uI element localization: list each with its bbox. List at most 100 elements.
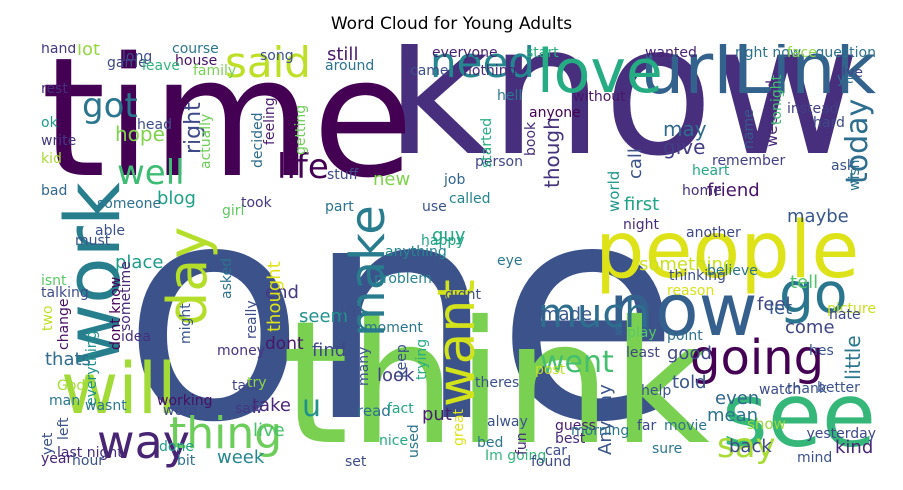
word-came: came [410, 63, 449, 79]
word-place: place [115, 252, 164, 273]
word-able: able [95, 223, 125, 239]
word-must: must [75, 233, 111, 249]
word-head: head [137, 117, 172, 133]
word-kid: kid [41, 151, 62, 167]
word-set: set [345, 454, 367, 469]
word-play: play [627, 325, 657, 341]
word-everything: everything [84, 330, 100, 406]
word-made: made [541, 304, 593, 325]
word-fact: fact [387, 401, 414, 417]
word-little: little [841, 335, 865, 380]
word-though: though [540, 117, 564, 188]
word-know: know [385, 44, 861, 196]
word-ye: ye [837, 71, 854, 87]
word-used: used [406, 423, 422, 458]
word-nice: nice [379, 433, 409, 449]
word-car: car [545, 443, 568, 459]
word-heart: heart [692, 163, 730, 179]
word-yesterday: yesterday [806, 426, 876, 442]
word-urllink: urlLink [640, 44, 876, 110]
word-far: far [637, 418, 657, 434]
word-done: done [159, 439, 194, 455]
word-come: come [785, 317, 835, 338]
word-take: take [252, 395, 291, 416]
word-anyway: Anyway [595, 384, 616, 455]
word-found: found [531, 454, 572, 469]
word-write: write [41, 133, 77, 149]
word-life: life [277, 147, 329, 187]
word-saw: saw [235, 401, 263, 417]
word-picture: picture [827, 301, 876, 317]
word-still: still [327, 44, 359, 65]
word-word: word [163, 403, 198, 419]
word-need: need [430, 44, 535, 87]
word-left: left [56, 416, 72, 440]
word-bit: bit [177, 453, 196, 469]
word-asked: asked [219, 258, 235, 299]
word-show: show [747, 415, 786, 433]
word-hand: hand [41, 44, 77, 57]
word-say: say [717, 426, 776, 466]
word-man: man [49, 393, 81, 409]
word-watch: watch [759, 382, 802, 398]
word-hes: hes [809, 343, 834, 359]
word-getting: getting [293, 104, 309, 155]
word-find: find [312, 340, 347, 361]
word-much: much [538, 291, 650, 337]
word-went: went [540, 345, 614, 380]
word-one: one [122, 139, 681, 469]
word-really: really [244, 300, 260, 340]
word-without: without [573, 89, 626, 105]
word-guess: guess [555, 418, 596, 434]
word-ive: Ive [842, 65, 864, 81]
word-long: long [122, 49, 153, 65]
word-u: u [302, 389, 322, 424]
word-dont: dont [265, 334, 304, 354]
word-even: even [715, 388, 760, 409]
word-hell: hell [497, 88, 523, 104]
word-bad: bad [41, 183, 68, 199]
word-lot: lot [77, 44, 101, 60]
word-rest: rest [41, 81, 68, 97]
word-year: year [41, 451, 73, 467]
word-end: end [265, 282, 299, 303]
word-wish: wish [847, 159, 863, 191]
word-thing: thing [169, 408, 283, 459]
word-song: song [260, 48, 294, 64]
word-question: question [815, 45, 876, 61]
word-go: go [779, 261, 848, 325]
word-think: think [282, 285, 710, 469]
word-ok: ok [41, 115, 58, 131]
word-job: job [444, 172, 466, 188]
word-wasnt: wasnt [85, 398, 127, 414]
word-house: house [175, 53, 218, 69]
word-tell: tell [790, 272, 819, 293]
word-hard: hard [813, 115, 845, 131]
word-leave: leave [142, 58, 180, 74]
word-now: now [609, 268, 758, 352]
word-guy: guy [432, 225, 466, 246]
word-two: two [40, 305, 56, 332]
word-right-now: right now [735, 45, 802, 61]
word-called: called [449, 191, 491, 207]
word-world: world [605, 170, 623, 212]
word-seem: seem [299, 306, 349, 327]
word-got: got [82, 86, 138, 126]
word-time: time [41, 44, 414, 214]
word-going: going [690, 330, 825, 386]
word-alway: alway [487, 414, 528, 430]
word-thats: thats [45, 349, 91, 370]
word-hope: hope [115, 122, 165, 146]
word-im-going: Im going [485, 448, 547, 464]
word-maybe: maybe [787, 206, 849, 227]
word-isnt: isnt [41, 273, 67, 289]
word-live: live [253, 420, 285, 441]
word-book: book [523, 121, 539, 156]
word-morning: morning [571, 423, 630, 439]
word-talking: talking [41, 285, 89, 301]
word-girl: girl [222, 203, 245, 219]
word-week: week [217, 447, 265, 468]
word-love: love [537, 44, 663, 107]
word-new: new [373, 169, 411, 190]
word-anyone: anyone [529, 105, 581, 121]
